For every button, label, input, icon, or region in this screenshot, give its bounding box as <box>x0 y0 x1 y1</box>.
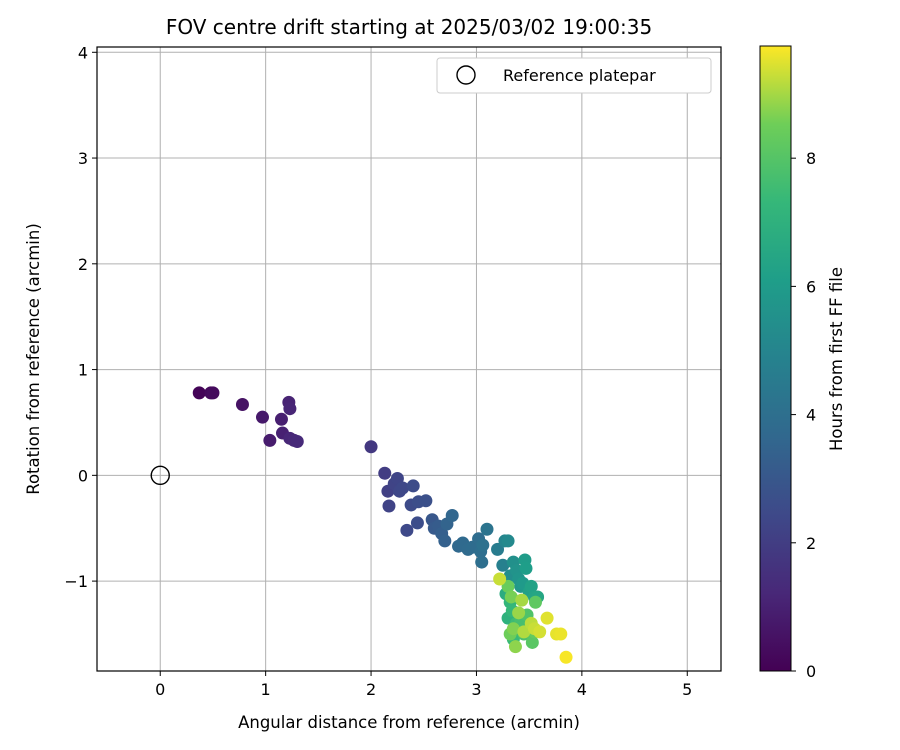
colorbar-label: Hours from first FF file <box>827 267 846 451</box>
data-point <box>263 433 277 447</box>
x-tick-label: 1 <box>261 680 271 699</box>
reference-platepar-marker <box>150 465 170 486</box>
data-point <box>525 635 539 649</box>
data-point <box>274 412 288 426</box>
data-point <box>517 625 531 639</box>
y-tick-label: 3 <box>78 149 88 168</box>
data-point <box>506 622 520 636</box>
colorbar-tick-label: 4 <box>806 406 816 425</box>
legend-box <box>436 57 712 94</box>
data-point <box>476 538 490 552</box>
data-point <box>396 481 410 495</box>
plot-frame <box>96 46 722 672</box>
data-point <box>491 542 505 556</box>
y-tick-label: 4 <box>78 43 88 62</box>
data-point <box>508 640 522 654</box>
data-point <box>493 572 507 586</box>
y-axis-label: Rotation from reference (arcmin) <box>24 223 43 495</box>
data-point <box>438 534 452 548</box>
data-point <box>515 593 529 607</box>
data-point <box>512 606 526 620</box>
data-point <box>559 650 573 664</box>
data-point <box>480 522 494 536</box>
data-point <box>235 397 249 411</box>
scatter-points <box>192 386 573 664</box>
data-point <box>519 561 533 575</box>
data-point <box>554 627 568 641</box>
data-point <box>445 509 459 523</box>
data-point <box>504 590 518 604</box>
colorbar-ticks: 0 2 4 6 8 <box>791 149 816 681</box>
colorbar-tick-label: 0 <box>806 662 816 681</box>
x-axis-label: Angular distance from reference (arcmin) <box>238 713 580 732</box>
data-point <box>410 516 424 530</box>
x-tick-label: 2 <box>366 680 376 699</box>
colorbar: 0 2 4 6 8 Hours from first FF file <box>759 45 846 681</box>
y-tick-label: 2 <box>78 255 88 274</box>
data-point <box>390 472 404 486</box>
x-tick-label: 4 <box>577 680 587 699</box>
y-tick-label: −1 <box>64 572 88 591</box>
y-axis-ticks: −1 0 1 2 3 4 <box>64 43 97 591</box>
colorbar-gradient <box>759 45 792 672</box>
data-point <box>501 579 515 593</box>
x-tick-label: 5 <box>682 680 692 699</box>
data-point <box>283 402 297 416</box>
data-point <box>475 555 489 569</box>
data-point <box>533 625 547 639</box>
legend-marker <box>456 65 476 85</box>
x-tick-label: 3 <box>471 680 481 699</box>
data-point <box>496 558 510 572</box>
legend: Reference platepar <box>436 57 712 94</box>
legend-label: Reference platepar <box>503 66 656 85</box>
x-axis-ticks: 0 1 2 3 4 5 <box>155 671 692 699</box>
data-point <box>400 523 414 537</box>
data-point <box>528 595 542 609</box>
grid-lines <box>97 47 721 671</box>
data-point <box>382 499 396 513</box>
x-tick-label: 0 <box>155 680 165 699</box>
data-point <box>540 611 554 625</box>
y-tick-label: 1 <box>78 361 88 380</box>
colorbar-tick-label: 6 <box>806 277 816 296</box>
data-point <box>206 386 220 400</box>
data-point <box>290 434 304 448</box>
data-point <box>364 440 378 454</box>
data-point <box>524 579 538 593</box>
data-point <box>192 386 206 400</box>
data-point <box>419 494 433 508</box>
data-point <box>501 534 515 548</box>
colorbar-tick-label: 8 <box>806 149 816 168</box>
data-point <box>378 466 392 480</box>
colorbar-tick-label: 2 <box>806 534 816 553</box>
y-tick-label: 0 <box>78 466 88 485</box>
chart-title: FOV centre drift starting at 2025/03/02 … <box>166 15 652 39</box>
data-point <box>406 479 420 493</box>
data-point <box>255 410 269 424</box>
